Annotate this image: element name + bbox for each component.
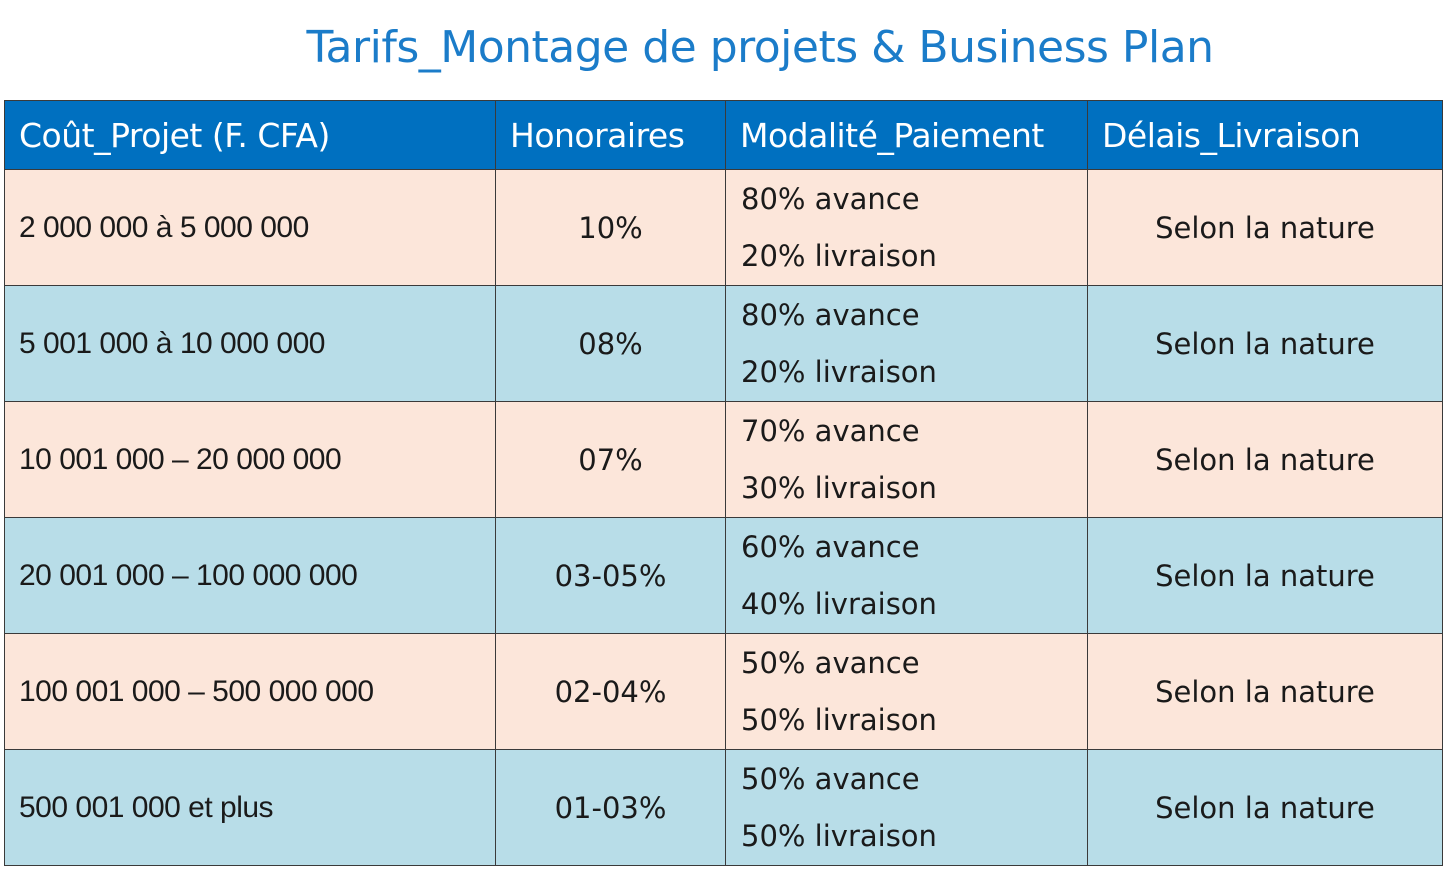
header-delivery-time: Délais_Livraison xyxy=(1087,100,1443,170)
delay-cell: Selon la nature xyxy=(1087,633,1443,750)
advance-text: 70% avance xyxy=(741,413,920,448)
fee-cell: 02-04% xyxy=(495,633,726,750)
delivery-share-text: 50% livraison xyxy=(741,702,937,737)
fee-cell: 01-03% xyxy=(495,749,726,866)
header-project-cost: Coût_Projet (F. CFA) xyxy=(4,100,496,170)
table-row: 5 001 000 à 10 000 000 08% 80% avance 20… xyxy=(4,285,1443,402)
table-header-row: Coût_Projet (F. CFA) Honoraires Modalité… xyxy=(4,100,1443,170)
payment-cell: 80% avance 20% livraison xyxy=(725,169,1088,286)
header-fees: Honoraires xyxy=(495,100,726,170)
cost-cell: 10 001 000 – 20 000 000 xyxy=(4,401,496,518)
delay-cell: Selon la nature xyxy=(1087,285,1443,402)
fee-cell: 08% xyxy=(495,285,726,402)
advance-text: 80% avance xyxy=(741,181,920,216)
payment-cell: 80% avance 20% livraison xyxy=(725,285,1088,402)
fee-cell: 10% xyxy=(495,169,726,286)
delivery-share-text: 20% livraison xyxy=(741,238,937,273)
pricing-table: Coût_Projet (F. CFA) Honoraires Modalité… xyxy=(4,100,1443,866)
table-row: 20 001 000 – 100 000 000 03-05% 60% avan… xyxy=(4,517,1443,634)
payment-cell: 70% avance 30% livraison xyxy=(725,401,1088,518)
payment-cell: 50% avance 50% livraison xyxy=(725,633,1088,750)
page-title: Tarifs_Montage de projets & Business Pla… xyxy=(306,22,1214,73)
payment-cell: 50% avance 50% livraison xyxy=(725,749,1088,866)
cost-cell: 500 001 000 et plus xyxy=(4,749,496,866)
table-row: 2 000 000 à 5 000 000 10% 80% avance 20%… xyxy=(4,169,1443,286)
advance-text: 50% avance xyxy=(741,761,920,796)
cost-cell: 2 000 000 à 5 000 000 xyxy=(4,169,496,286)
advance-text: 50% avance xyxy=(741,645,920,680)
table-row: 500 001 000 et plus 01-03% 50% avance 50… xyxy=(4,749,1443,866)
delivery-share-text: 50% livraison xyxy=(741,818,937,853)
delay-cell: Selon la nature xyxy=(1087,169,1443,286)
payment-cell: 60% avance 40% livraison xyxy=(725,517,1088,634)
cost-cell: 100 001 000 – 500 000 000 xyxy=(4,633,496,750)
header-payment-terms: Modalité_Paiement xyxy=(725,100,1088,170)
delivery-share-text: 40% livraison xyxy=(741,586,937,621)
delivery-share-text: 20% livraison xyxy=(741,354,937,389)
advance-text: 60% avance xyxy=(741,529,920,564)
delay-cell: Selon la nature xyxy=(1087,401,1443,518)
table-row: 10 001 000 – 20 000 000 07% 70% avance 3… xyxy=(4,401,1443,518)
delivery-share-text: 30% livraison xyxy=(741,470,937,505)
delay-cell: Selon la nature xyxy=(1087,749,1443,866)
advance-text: 80% avance xyxy=(741,297,920,332)
cost-cell: 5 001 000 à 10 000 000 xyxy=(4,285,496,402)
fee-cell: 07% xyxy=(495,401,726,518)
table-row: 100 001 000 – 500 000 000 02-04% 50% ava… xyxy=(4,633,1443,750)
delay-cell: Selon la nature xyxy=(1087,517,1443,634)
fee-cell: 03-05% xyxy=(495,517,726,634)
cost-cell: 20 001 000 – 100 000 000 xyxy=(4,517,496,634)
